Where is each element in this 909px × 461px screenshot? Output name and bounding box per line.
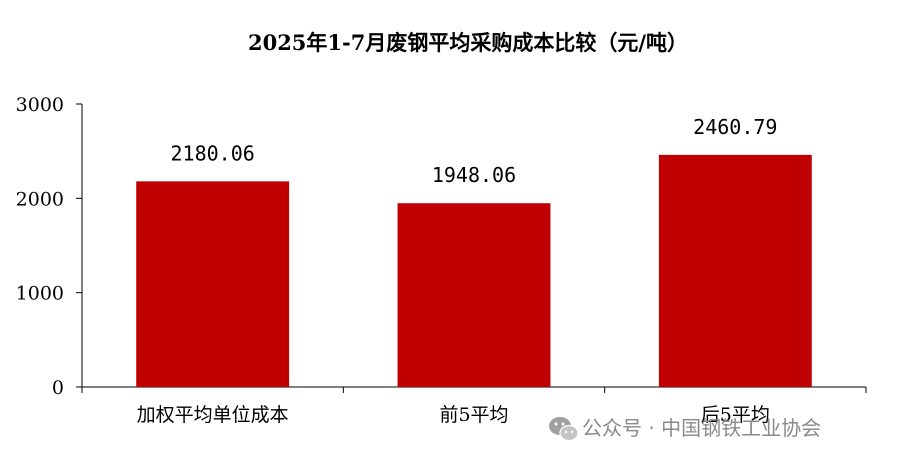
y-tick-label: 3000 [16, 94, 64, 116]
bars [136, 154, 812, 387]
data-labels: 2180.06 1948.06 2460.79 [171, 115, 778, 187]
data-label: 2180.06 [171, 141, 255, 165]
category-label: 前5平均 [439, 404, 508, 426]
wechat-icon [549, 417, 579, 442]
data-label: 1948.06 [432, 163, 516, 187]
watermark: 公众号 · 中国钢铁工业协会 [549, 416, 821, 442]
bar [397, 203, 551, 387]
bar [136, 181, 290, 387]
data-label: 2460.79 [693, 115, 777, 139]
y-tick-label: 1000 [16, 283, 64, 305]
category-label: 后5平均 [701, 404, 770, 426]
x-axis-ticks [81, 387, 867, 393]
chart-title: 2025年1-7月废钢平均采购成本比较（元/吨） [248, 30, 688, 55]
category-labels: 加权平均单位成本 前5平均 后5平均 [137, 404, 770, 426]
bar [658, 154, 812, 387]
y-tick-label: 2000 [16, 188, 64, 210]
y-tick-label: 0 [52, 377, 64, 399]
watermark-text: 公众号 · 中国钢铁工业协会 [582, 416, 821, 440]
category-label: 加权平均单位成本 [137, 404, 289, 426]
y-axis-ticks: 0 1000 2000 3000 [16, 94, 82, 399]
